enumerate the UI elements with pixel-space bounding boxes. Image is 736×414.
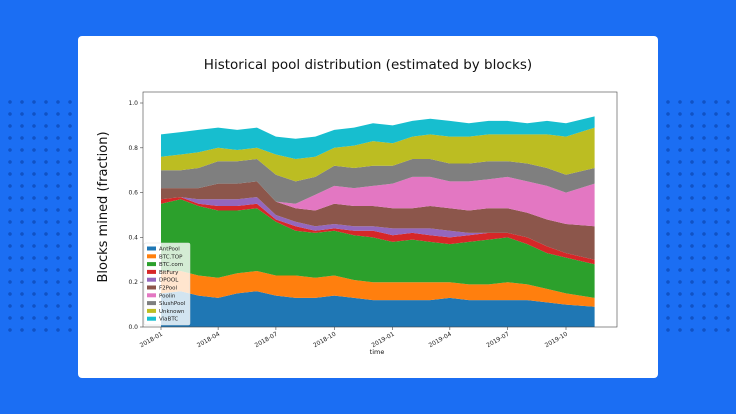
area-btc-com — [161, 199, 595, 298]
area-antpool — [161, 291, 595, 327]
x-ticks: 2018-01 2018-04 2018-07 2018-10 2019-01 2019-… — [139, 327, 569, 349]
x-tick-label: 2018-10 — [312, 331, 337, 350]
y-tick-label: 0.6 — [128, 190, 138, 197]
legend-swatch — [147, 254, 156, 259]
chart-card: Historical pool distribution (estimated … — [78, 36, 658, 378]
legend-label: F2Pool — [159, 286, 178, 292]
legend-swatch — [147, 308, 156, 313]
y-tick-label: 1.0 — [128, 100, 138, 107]
area-dpool — [161, 197, 595, 260]
legend-swatch — [147, 269, 156, 274]
legend-swatch — [147, 301, 156, 306]
dot-pattern-right — [662, 96, 734, 336]
legend-label: BTC.com — [159, 262, 183, 268]
y-axis-label: Blocks mined (fraction) — [96, 131, 111, 282]
x-tick-label: 2018-01 — [139, 331, 164, 350]
area-f2pool — [161, 181, 595, 260]
x-tick-label: 2018-04 — [196, 331, 221, 350]
y-ticks: 0.0 0.2 0.4 0.6 0.8 1.0 — [128, 100, 143, 331]
chart-title: Historical pool distribution (estimated … — [204, 57, 532, 73]
area-layer — [161, 116, 595, 327]
dot-pattern-left — [4, 96, 76, 336]
x-tick-label: 2018-07 — [254, 331, 279, 350]
legend-swatch — [147, 277, 156, 282]
y-tick-label: 0.4 — [128, 234, 138, 241]
area-btc-top — [161, 271, 595, 307]
y-tick-label: 0.2 — [128, 279, 138, 286]
area-slushpool — [161, 159, 595, 204]
plot-frame — [142, 91, 618, 328]
legend-swatch — [147, 262, 156, 267]
x-tick-label: 2019-07 — [485, 331, 510, 350]
legend-label: SlushPool — [159, 301, 186, 307]
area-viabtc — [161, 116, 595, 159]
legend-label: ViaBTC — [159, 317, 178, 323]
legend-label: Unknown — [159, 309, 185, 315]
x-tick-label: 2019-10 — [544, 331, 569, 350]
legend-label: Poolin — [159, 293, 176, 299]
area-poolin — [161, 176, 595, 227]
legend-swatch — [147, 246, 156, 251]
y-tick-label: 0.0 — [128, 324, 138, 331]
legend-label: BitFury — [159, 270, 179, 276]
legend-swatch — [147, 293, 156, 298]
area-unknown — [161, 127, 595, 182]
x-tick-label: 2019-04 — [428, 331, 453, 350]
x-axis-label: time — [370, 348, 385, 356]
legend-label: AntPool — [159, 247, 180, 253]
y-tick-label: 0.8 — [128, 145, 138, 152]
legend-label: DPOOL — [159, 278, 179, 284]
chart-svg: Historical pool distribution (estimated … — [96, 57, 618, 356]
legend-swatch — [147, 316, 156, 321]
legend-swatch — [147, 285, 156, 290]
x-tick-label: 2019-01 — [370, 331, 395, 350]
legend-label: BTC.TOP — [159, 254, 183, 260]
